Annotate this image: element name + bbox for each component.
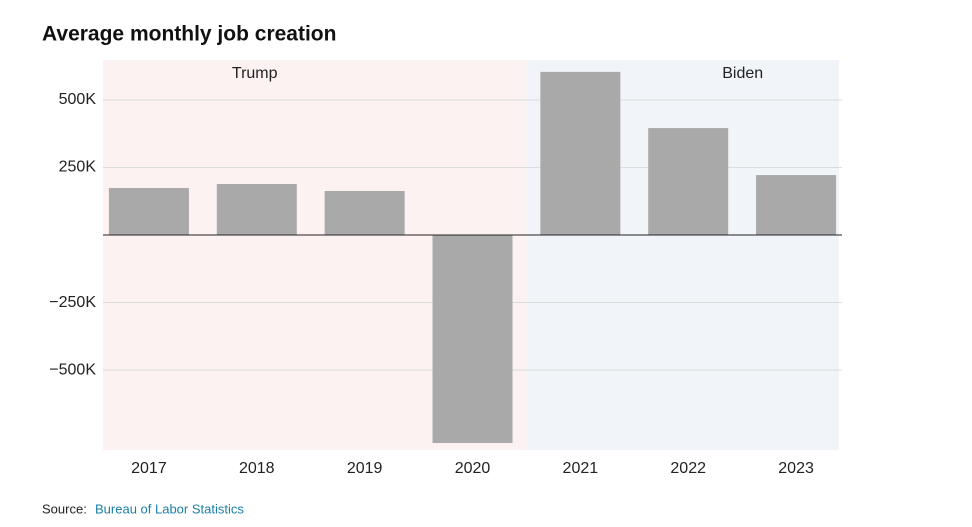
bar	[216, 183, 297, 236]
x-tick-label: 2020	[455, 460, 491, 477]
source-label: Source:	[42, 501, 87, 516]
y-tick-label: 500K	[59, 91, 97, 108]
x-tick-label: 2018	[239, 460, 275, 477]
x-tick-label: 2023	[778, 460, 814, 477]
y-tick-label: −500K	[49, 361, 96, 378]
bar	[756, 175, 837, 236]
bar	[648, 128, 729, 236]
x-tick-label: 2022	[670, 460, 706, 477]
bar	[108, 188, 189, 236]
chart-title: Average monthly job creation	[42, 23, 336, 46]
x-tick-label: 2019	[347, 460, 383, 477]
x-tick-label: 2021	[563, 460, 599, 477]
period-label: Trump	[232, 65, 278, 82]
period-label: Biden	[722, 65, 763, 82]
y-tick-label: 250K	[59, 159, 97, 176]
bar	[540, 71, 621, 236]
bar	[324, 190, 405, 236]
y-tick-label: −250K	[49, 294, 96, 311]
x-tick-label: 2017	[131, 460, 167, 477]
bar	[432, 235, 513, 443]
source-link[interactable]: Bureau of Labor Statistics	[95, 501, 244, 516]
